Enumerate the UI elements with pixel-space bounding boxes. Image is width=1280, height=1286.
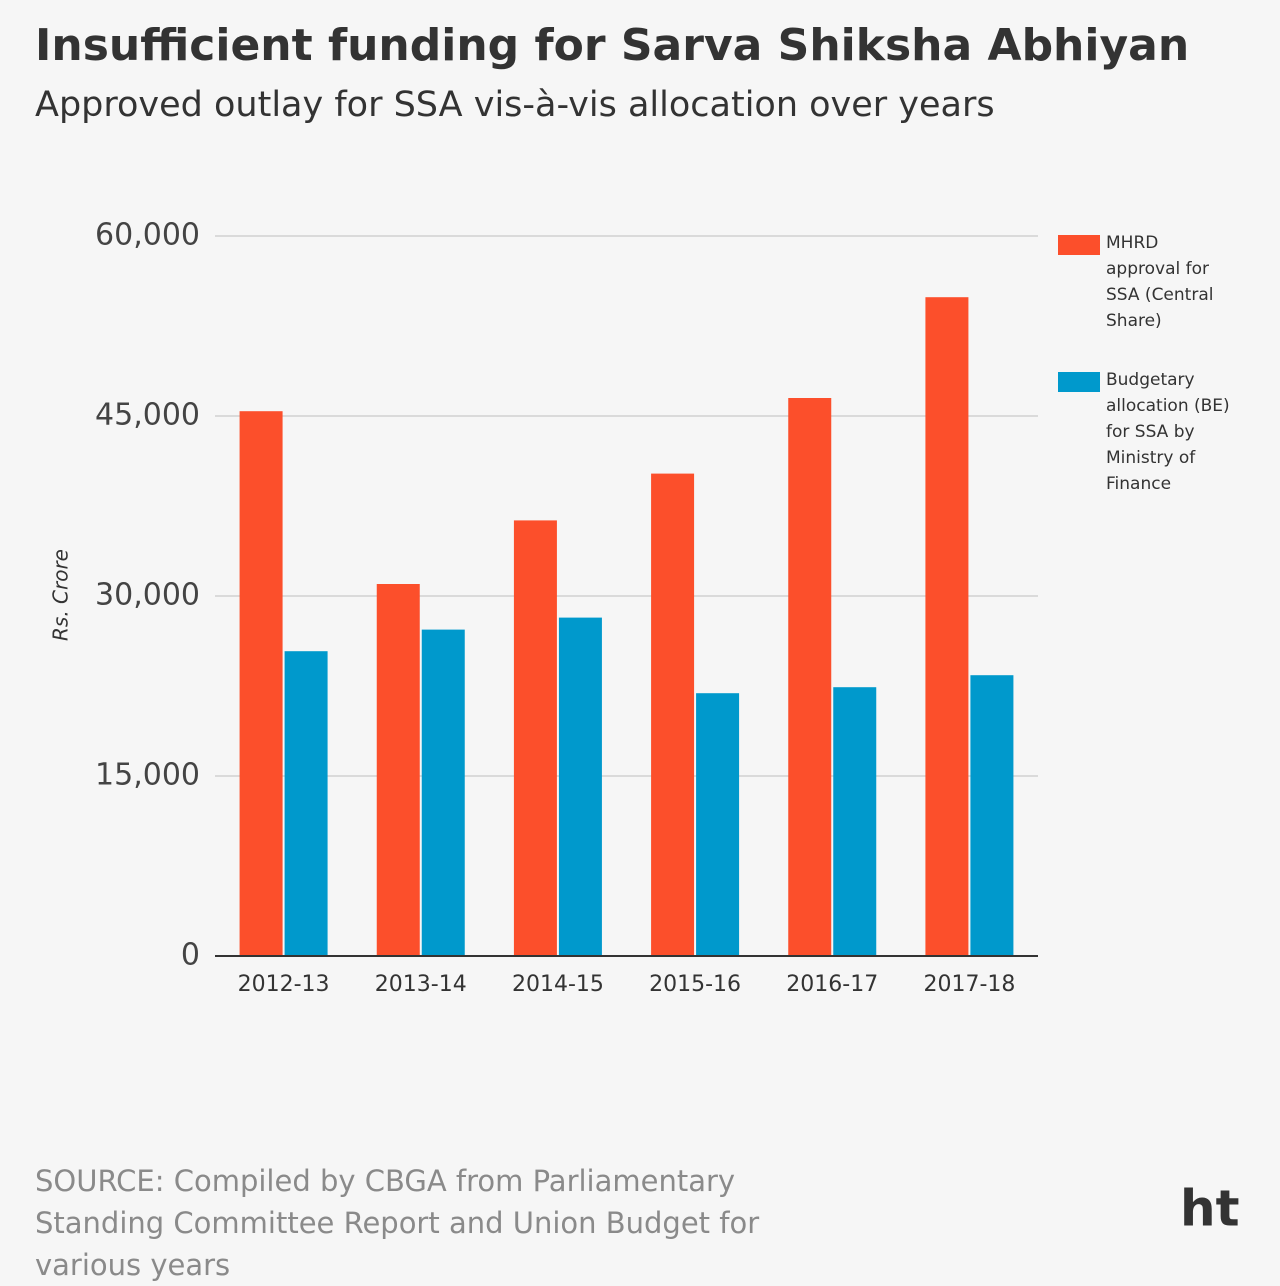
bar xyxy=(651,473,695,956)
x-tick-label: 2016-17 xyxy=(786,972,878,997)
x-tick-label: 2015-16 xyxy=(649,972,741,997)
bar xyxy=(558,617,602,956)
bar xyxy=(421,629,465,956)
y-tick-label: 60,000 xyxy=(95,218,200,253)
bar xyxy=(925,297,969,956)
logo: ht xyxy=(1180,1180,1240,1238)
chart-subtitle: Approved outlay for SSA vis-à-vis alloca… xyxy=(35,85,995,125)
y-tick-label: 15,000 xyxy=(95,758,200,793)
bar xyxy=(833,687,877,956)
bar xyxy=(970,675,1014,956)
y-axis-title: Rs. Crore xyxy=(49,549,73,641)
bar xyxy=(513,520,557,956)
x-tick-label: 2013-14 xyxy=(375,972,467,997)
bar xyxy=(696,693,740,956)
y-tick-label: 30,000 xyxy=(95,578,200,613)
x-tick-label: 2017-18 xyxy=(923,972,1015,997)
legend-label: Budgetary allocation (BE) for SSA by Min… xyxy=(1106,370,1230,494)
chart-title: Insufficient funding for Sarva Shiksha A… xyxy=(35,20,1189,71)
bar xyxy=(239,411,283,956)
legend-label: MHRD approval for SSA (Central Share) xyxy=(1106,233,1214,331)
x-tick-label: 2012-13 xyxy=(238,972,330,997)
legend-swatch xyxy=(1058,235,1100,255)
bar xyxy=(284,651,328,956)
x-tick-label: 2014-15 xyxy=(512,972,604,997)
y-tick-label: 45,000 xyxy=(95,398,200,433)
bar xyxy=(376,584,420,956)
source-note: SOURCE: Compiled by CBGA from Parliament… xyxy=(35,1164,760,1282)
bar xyxy=(788,398,832,956)
legend-swatch xyxy=(1058,372,1100,392)
y-tick-label: 0 xyxy=(181,938,200,973)
